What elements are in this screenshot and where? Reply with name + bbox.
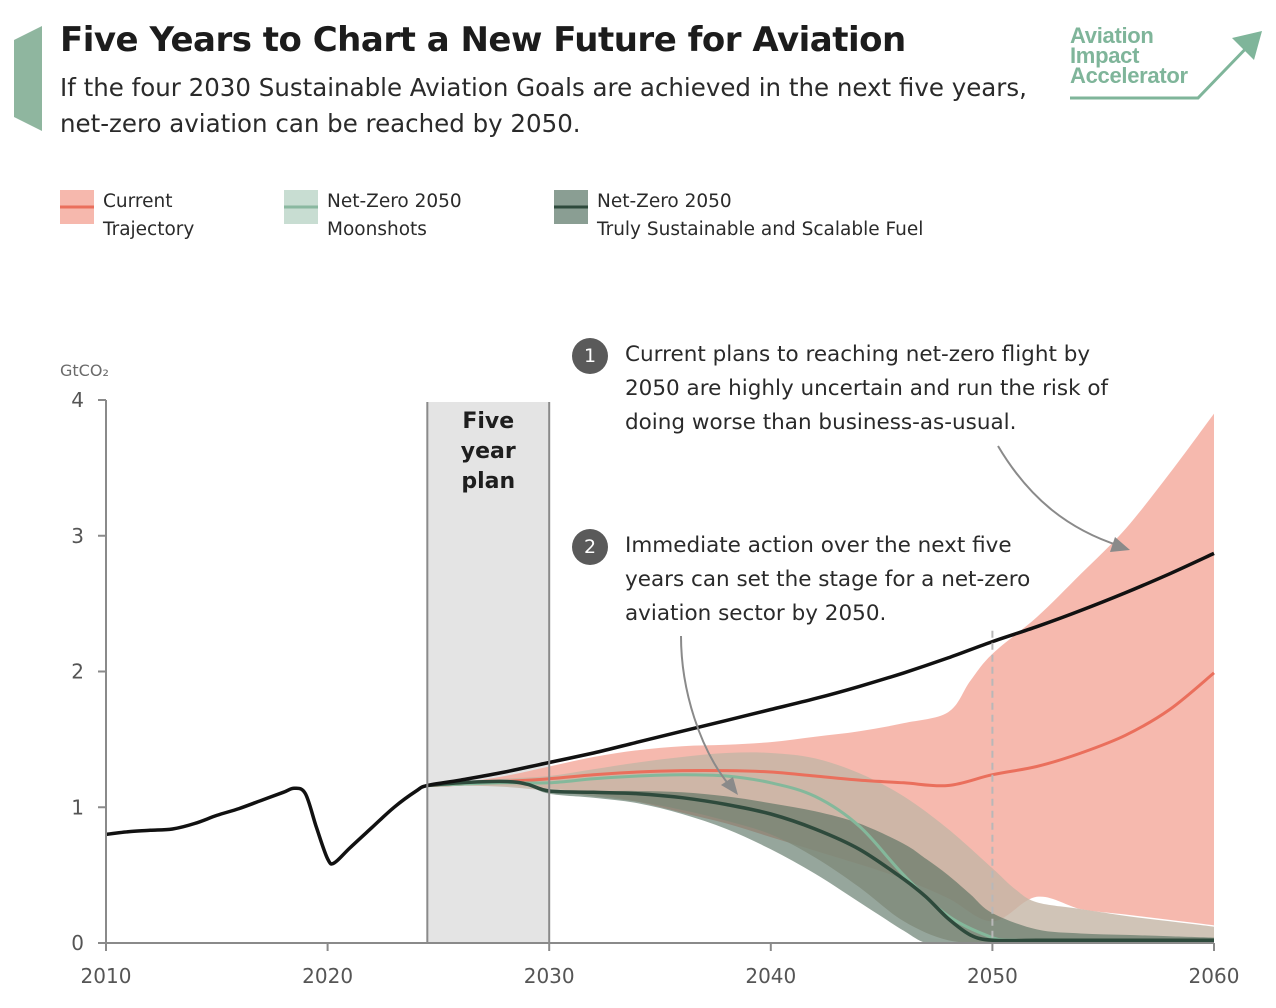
annotation-line: Immediate action over the next five: [625, 533, 1012, 558]
five-year-plan-highlight: [427, 402, 550, 943]
annotation-line: aviation sector by 2050.: [625, 601, 887, 626]
legend-label-line: Truly Sustainable and Scalable Fuel: [597, 219, 924, 240]
annotation-2-text: Immediate action over the next five year…: [625, 529, 1030, 631]
subtitle-line: If the four 2030 Sustainable Aviation Go…: [60, 73, 1027, 102]
annotation-2-number: 2: [572, 529, 608, 565]
x-tick-label: 2050: [967, 964, 1018, 988]
x-tick-label: 2060: [1189, 964, 1240, 988]
y-tick-label: 4: [71, 388, 84, 412]
legend-swatch: [284, 190, 318, 224]
five-year-plan-label: year: [461, 439, 516, 464]
y-tick-label: 1: [71, 795, 84, 819]
legend-label: Current Trajectory: [103, 188, 194, 244]
sustainable-fuel-line: [427, 779, 1214, 943]
logo-text-line: Impact: [1070, 43, 1140, 68]
x-tick-label: 2030: [524, 964, 575, 988]
legend-swatch: [554, 190, 588, 224]
annotation-2-arrowhead: [721, 777, 738, 795]
subtitle-line: net-zero aviation can be reached by 2050…: [60, 109, 581, 138]
y-tick-label: 0: [71, 931, 84, 955]
aviation-impact-accelerator-logo: Aviation Impact Accelerator: [1068, 24, 1268, 104]
uncertainty-bands: [427, 413, 1214, 944]
annotation-1-number: 1: [572, 338, 608, 374]
legend-label-line: Moonshots: [327, 219, 427, 240]
five-year-plan-label: plan: [461, 469, 515, 494]
x-tick-label: 2040: [745, 964, 796, 988]
logo-arrow-icon: [1070, 31, 1262, 100]
legend-label-line: Current: [103, 191, 173, 212]
annotation-line: Current plans to reaching net-zero fligh…: [625, 342, 1091, 367]
x-tick-label: 2010: [81, 964, 132, 988]
chart-axes: 0 1 2 3 4 2010 2020 2030 2040 2050 2060: [71, 388, 1239, 988]
annotation-1-arrow: [997, 445, 1121, 547]
y-tick-label: 3: [71, 524, 84, 548]
header-accent-bar: [14, 26, 42, 131]
annotation-2-arrow: [680, 635, 731, 787]
x-tick-label: 2020: [302, 964, 353, 988]
legend-swatch: [60, 190, 94, 224]
annotation-line: 2050 are highly uncertain and run the ri…: [625, 376, 1109, 401]
annotation-1-arrowhead: [1110, 537, 1130, 552]
page-subtitle: If the four 2030 Sustainable Aviation Go…: [60, 70, 1050, 142]
legend-label: Net-Zero 2050 Moonshots: [327, 188, 462, 244]
annotation-1-text: Current plans to reaching net-zero fligh…: [625, 338, 1108, 440]
legend-label-line: Net-Zero 2050: [597, 191, 732, 212]
annotation-line: years can set the stage for a net-zero: [625, 567, 1031, 592]
page-title: Five Years to Chart a New Future for Avi…: [60, 20, 906, 60]
sustainable-fuel-band: [427, 781, 1214, 944]
legend-label: Net-Zero 2050 Truly Sustainable and Scal…: [597, 188, 923, 244]
logo-text-line: Accelerator: [1070, 63, 1188, 88]
legend-label-line: Net-Zero 2050: [327, 191, 462, 212]
five-year-plan-label: Five: [462, 409, 514, 434]
logo-text-line: Aviation: [1070, 23, 1154, 48]
y-axis-label: GtCO₂: [60, 361, 109, 380]
y-tick-label: 2: [71, 660, 84, 684]
annotation-arrows: [680, 445, 1130, 795]
annotation-line: doing worse than business-as-usual.: [625, 410, 1017, 435]
legend-label-line: Trajectory: [103, 219, 195, 240]
